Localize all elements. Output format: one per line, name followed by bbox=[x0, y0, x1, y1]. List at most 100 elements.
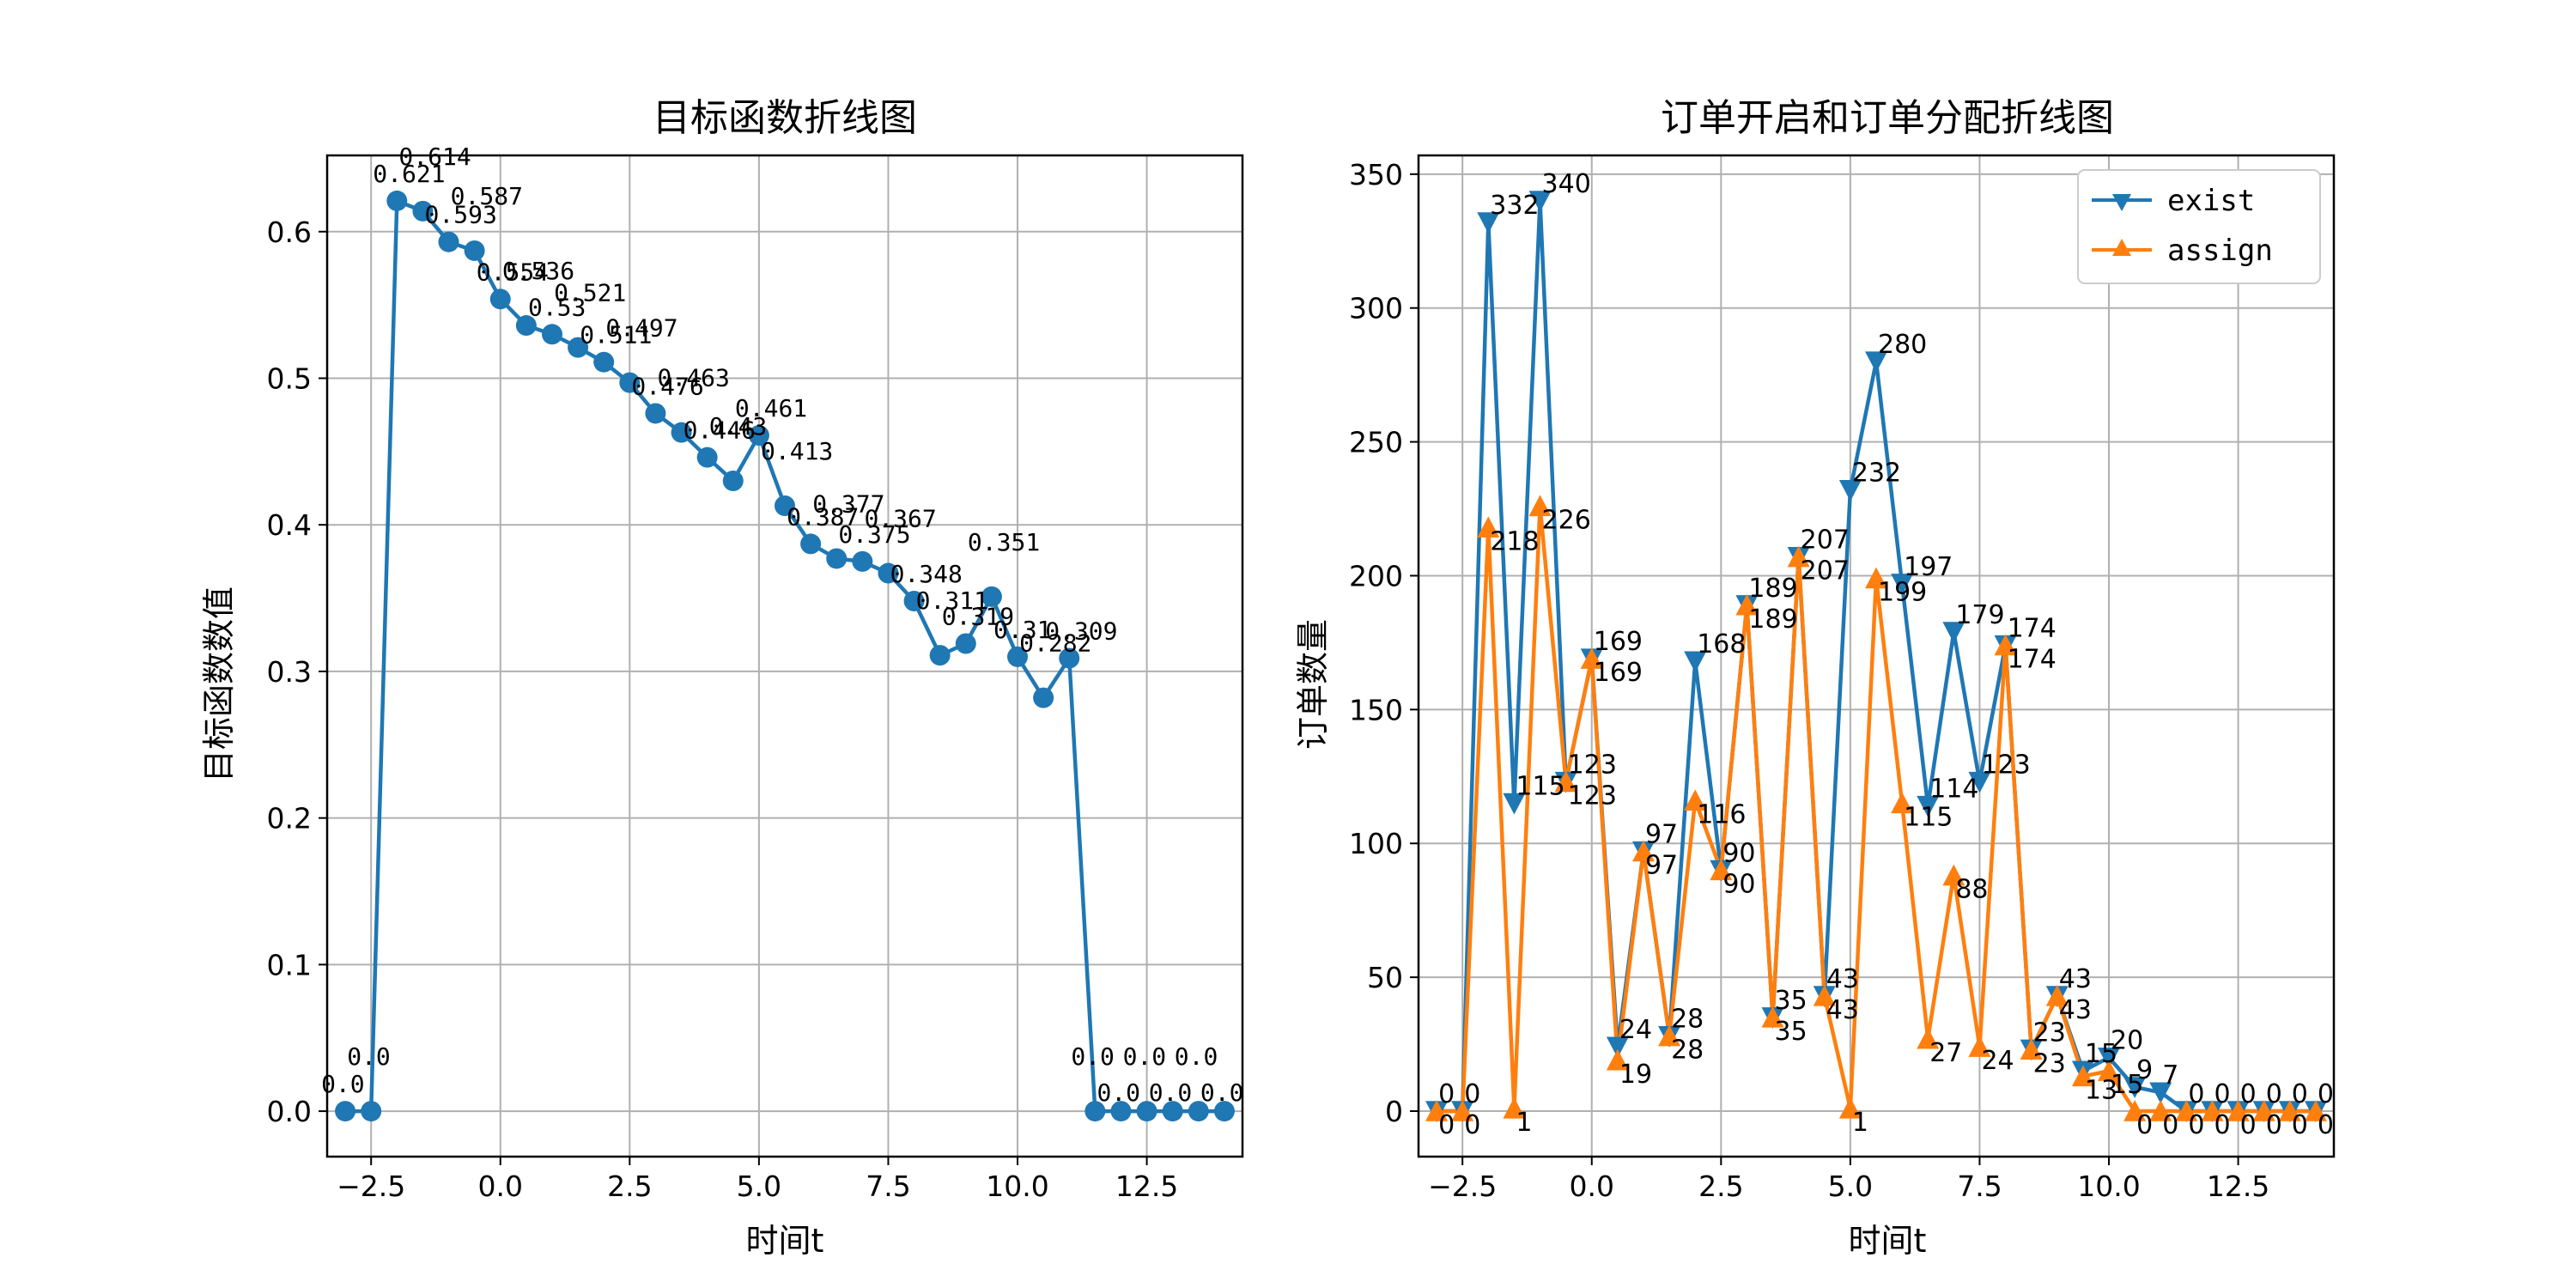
data-point-assign bbox=[1554, 770, 1577, 793]
data-label-exist: 35 bbox=[1775, 986, 1807, 1016]
data-label-exist: 114 bbox=[1929, 775, 1978, 805]
data-point-assign bbox=[2098, 1060, 2121, 1081]
data-label: 0.554 bbox=[477, 258, 549, 286]
data-label-assign: 0 bbox=[2214, 1110, 2230, 1140]
data-label-assign: 1 bbox=[1516, 1108, 1532, 1138]
x-tick-label: −2.5 bbox=[337, 1170, 405, 1203]
data-point-exist bbox=[1528, 191, 1552, 212]
x-tick-label: 5.0 bbox=[1828, 1170, 1873, 1203]
data-point-assign bbox=[1606, 1048, 1629, 1071]
data-point-assign bbox=[2071, 1065, 2094, 1087]
data-label-exist: 207 bbox=[1801, 526, 1850, 556]
data-point-assign bbox=[2045, 984, 2069, 1006]
data-label: 0.351 bbox=[968, 528, 1040, 556]
data-point bbox=[696, 447, 718, 468]
data-point-assign bbox=[1477, 516, 1500, 538]
data-label: 0.309 bbox=[1045, 617, 1117, 646]
data-point-exist bbox=[1891, 574, 1914, 595]
data-point bbox=[515, 315, 537, 337]
data-point-exist bbox=[1477, 212, 1500, 234]
chart-title: 订单开启和订单分配折线图 bbox=[1661, 96, 2114, 140]
data-label-assign: 123 bbox=[1568, 781, 1617, 811]
data-point-exist bbox=[1968, 771, 1991, 793]
data-label-assign: 13 bbox=[2085, 1075, 2117, 1105]
data-label-exist: 24 bbox=[1619, 1015, 1652, 1045]
data-label: 0.377 bbox=[812, 489, 884, 518]
data-point bbox=[1213, 1101, 1235, 1122]
data-label-exist: 15 bbox=[2085, 1039, 2117, 1069]
data-label: 0.31 bbox=[993, 616, 1051, 644]
y-tick-label: 0 bbox=[1385, 1095, 1403, 1128]
data-label-exist: 0 bbox=[2214, 1079, 2230, 1109]
data-label-exist: 197 bbox=[1904, 552, 1953, 582]
x-tick-label: 7.5 bbox=[1957, 1170, 2002, 1203]
data-label-assign: 27 bbox=[1929, 1038, 1962, 1068]
x-tick-label: 7.5 bbox=[866, 1170, 910, 1203]
data-label: 0.593 bbox=[425, 201, 497, 229]
y-tick-label: 0.6 bbox=[267, 216, 312, 249]
data-label-assign: 97 bbox=[1645, 851, 1678, 881]
x-tick-label: 5.0 bbox=[737, 1170, 781, 1203]
data-label-assign: 88 bbox=[1955, 875, 1988, 905]
data-label-assign: 226 bbox=[1542, 505, 1591, 535]
y-axis-label: 订单数量 bbox=[1294, 619, 1332, 750]
y-tick-label: 50 bbox=[1367, 961, 1403, 994]
data-label-exist: 179 bbox=[1955, 600, 2004, 630]
data-label-assign: 0 bbox=[2240, 1110, 2257, 1140]
data-label: 0.367 bbox=[864, 505, 936, 533]
data-point-exist bbox=[2098, 1047, 2121, 1069]
data-label: 0.0 bbox=[1123, 1042, 1167, 1071]
data-point bbox=[1136, 1101, 1157, 1122]
data-label: 0.387 bbox=[787, 502, 859, 531]
data-label-assign: 28 bbox=[1671, 1036, 1704, 1066]
data-label: 0.0 bbox=[1071, 1042, 1115, 1071]
y-tick-label: 0.0 bbox=[267, 1095, 312, 1128]
x-tick-label: 12.5 bbox=[2207, 1170, 2269, 1203]
data-label-assign: 0 bbox=[2162, 1110, 2178, 1140]
data-point-assign bbox=[1684, 789, 1707, 811]
data-point-exist bbox=[1606, 1036, 1629, 1059]
data-point-assign bbox=[1503, 1097, 1526, 1119]
data-point-assign bbox=[2201, 1100, 2224, 1121]
data-point bbox=[1110, 1101, 1132, 1122]
data-label-exist: 169 bbox=[1594, 627, 1643, 657]
data-label-assign: 90 bbox=[1722, 869, 1755, 899]
y-tick-label: 0.2 bbox=[267, 802, 312, 835]
orders-chart: 订单开启和订单分配折线图 时间t 订单数量 −2.5 0.0 2.5 5.0 7.5 10… bbox=[1294, 96, 2336, 1260]
data-point-exist bbox=[1503, 793, 1526, 815]
data-point-assign bbox=[1735, 593, 1759, 616]
data-label-assign: 115 bbox=[1904, 802, 1953, 832]
data-point-assign bbox=[1994, 634, 2017, 656]
data-label: 0.511 bbox=[580, 321, 652, 349]
legend: exist assign bbox=[2077, 169, 2321, 284]
data-point bbox=[361, 1101, 382, 1122]
data-label: 0.614 bbox=[398, 143, 471, 171]
data-label-exist: 23 bbox=[2033, 1018, 2066, 1048]
data-point-assign bbox=[1658, 1024, 1681, 1047]
data-point bbox=[981, 586, 1002, 607]
data-label: 0.53 bbox=[528, 293, 586, 321]
x-tick-label: 10.0 bbox=[2077, 1170, 2140, 1203]
data-label-exist: 43 bbox=[1826, 964, 1859, 994]
data-point bbox=[1007, 646, 1029, 667]
data-labels: 0 033211534012316924972816890189352074323… bbox=[1438, 169, 2334, 1140]
data-point-assign bbox=[2304, 1100, 2327, 1121]
data-label-exist: 123 bbox=[1981, 750, 2030, 781]
y-axis-label: 目标函数数值 bbox=[200, 586, 238, 782]
data-point bbox=[826, 548, 848, 569]
x-tick-label: −2.5 bbox=[1428, 1170, 1497, 1203]
legend-marker-triangle-up-icon bbox=[2112, 239, 2131, 256]
data-label-assign: 207 bbox=[1801, 556, 1850, 586]
data-label-exist: 7 bbox=[2162, 1060, 2178, 1091]
data-label-exist: 28 bbox=[1671, 1005, 1704, 1035]
data-point bbox=[1033, 687, 1054, 708]
series-layer bbox=[1425, 191, 2327, 1122]
data-label-exist: 340 bbox=[1542, 169, 1591, 199]
data-point-assign bbox=[2227, 1100, 2250, 1121]
data-label: 0.0 bbox=[321, 1070, 365, 1098]
data-point-assign bbox=[2149, 1100, 2172, 1121]
data-point bbox=[800, 533, 822, 555]
data-point-assign bbox=[2278, 1100, 2301, 1121]
data-point-assign bbox=[1580, 647, 1603, 669]
